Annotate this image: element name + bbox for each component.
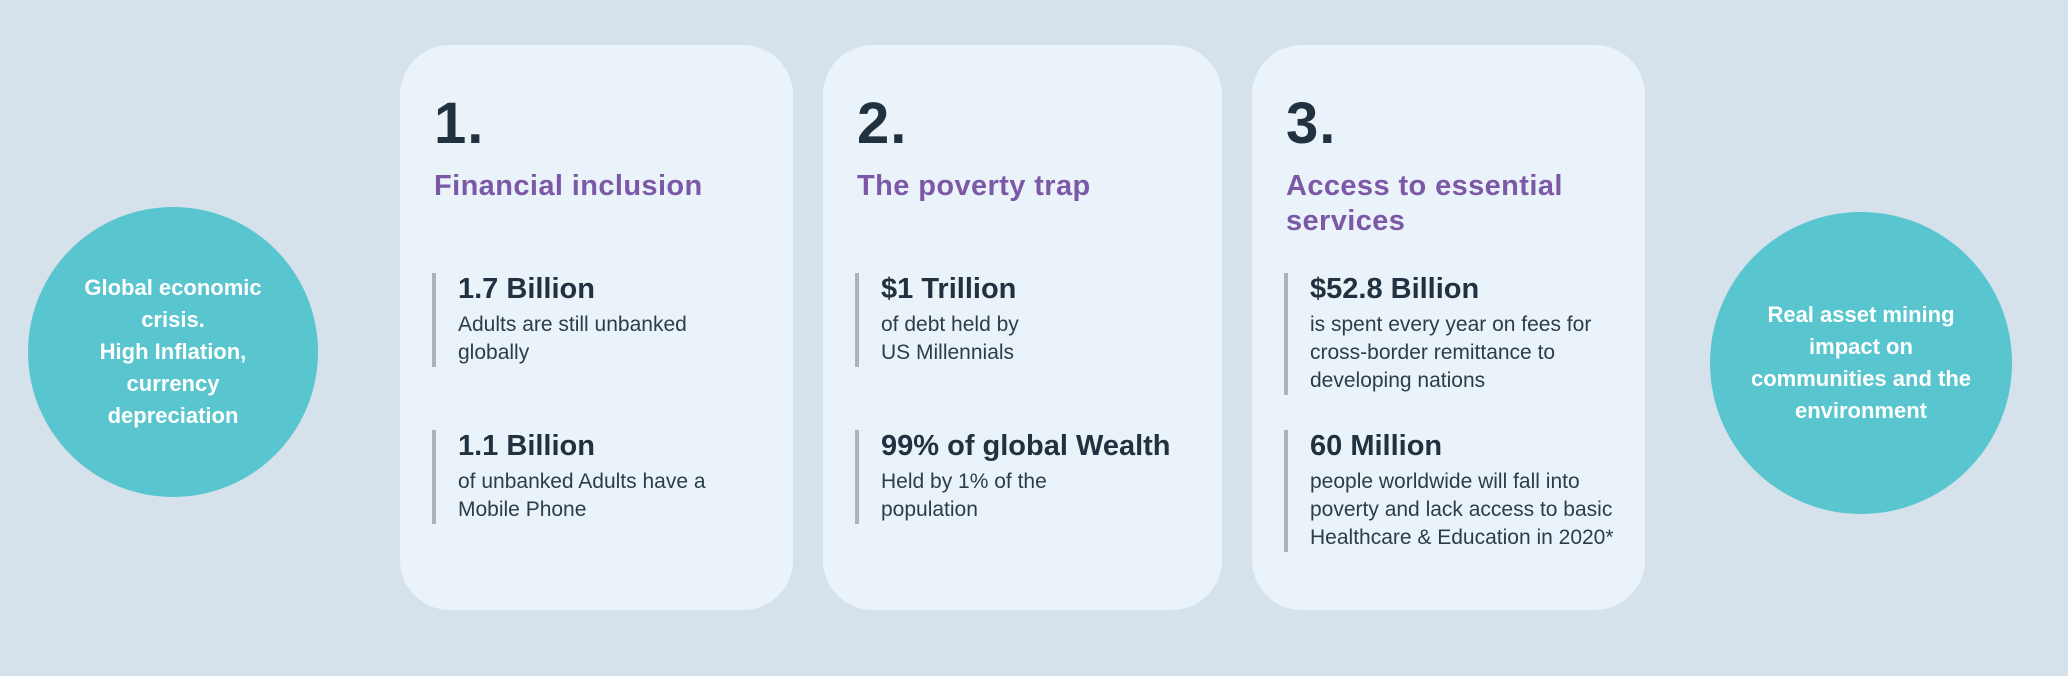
card-title: The poverty trap (857, 170, 1091, 202)
stat-description: is spent every year on fees for cross-bo… (1310, 313, 1592, 392)
stat-item: 1.1 Billion of unbanked Adults have a Mo… (432, 430, 769, 524)
stat-description: people worldwide will fall into poverty … (1310, 470, 1614, 549)
stat-description: of unbanked Adults have a Mobile Phone (458, 470, 706, 522)
stat-item: 60 Million people worldwide will fall in… (1284, 430, 1621, 552)
stat-value: 60 Million (1310, 430, 1443, 462)
card-title: Access to essential services (1286, 170, 1563, 237)
stat-item: $52.8 Billion is spent every year on fee… (1284, 273, 1621, 395)
card-number: 2. (857, 91, 908, 156)
left-bubble-text: Global economic crisis. High Inflation, … (84, 275, 262, 428)
card-title: Financial inclusion (434, 170, 703, 202)
stat-value: 99% of global Wealth (881, 430, 1171, 462)
left-bubble: Global economic crisis. High Inflation, … (28, 207, 318, 497)
stat-value: $52.8 Billion (1310, 273, 1480, 305)
card-poverty-trap: 2. The poverty trap $1 Trillion of debt … (823, 45, 1222, 610)
stat-description: Adults are still unbanked globally (458, 313, 687, 365)
stat-description: Held by 1% of the population (881, 470, 1047, 522)
card-financial-inclusion: 1. Financial inclusion 1.7 Billion Adult… (400, 45, 793, 610)
stat-value: 1.7 Billion (458, 273, 595, 305)
stat-value: $1 Trillion (881, 273, 1017, 305)
right-bubble: Real asset mining impact on communities … (1710, 212, 2012, 514)
stat-value: 1.1 Billion (458, 430, 595, 462)
stat-item: 99% of global Wealth Held by 1% of the p… (855, 430, 1198, 524)
card-access-essential-services: 3. Access to essential services $52.8 Bi… (1252, 45, 1645, 610)
stat-item: $1 Trillion of debt held by US Millennia… (855, 273, 1198, 367)
right-bubble-text: Real asset mining impact on communities … (1750, 302, 1972, 423)
card-number: 1. (434, 91, 485, 156)
card-number: 3. (1286, 91, 1337, 156)
stat-item: 1.7 Billion Adults are still unbanked gl… (432, 273, 769, 367)
stat-description: of debt held by US Millennials (881, 313, 1019, 365)
